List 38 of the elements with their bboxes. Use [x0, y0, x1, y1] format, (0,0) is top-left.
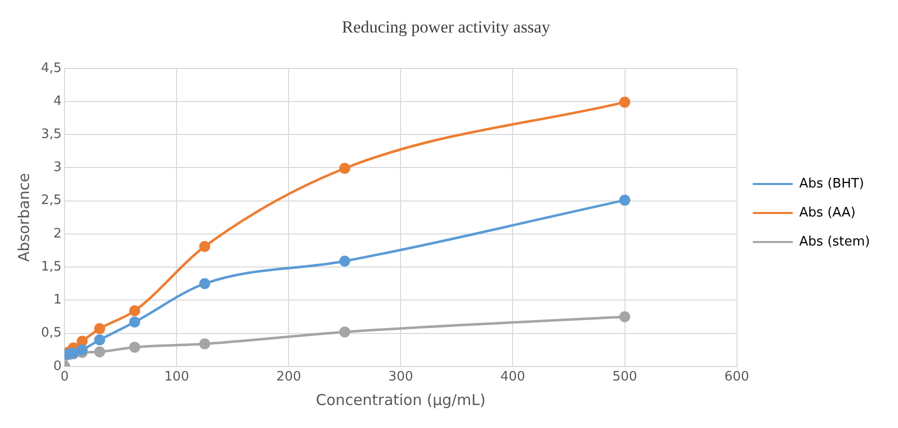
- point: [199, 278, 210, 290]
- legend-label: Abs (AA): [799, 205, 856, 220]
- y-tick-label: 1,5: [40, 259, 62, 274]
- point: [129, 305, 140, 316]
- point: [129, 342, 140, 353]
- point: [94, 346, 106, 358]
- point: [339, 326, 350, 338]
- point: [129, 316, 140, 328]
- point: [339, 256, 350, 267]
- point: [619, 194, 630, 206]
- x-axis-title: Concentration (µg/mL): [316, 390, 486, 409]
- point: [199, 241, 210, 252]
- x-tick-label: 600: [724, 370, 750, 385]
- point: [339, 162, 350, 174]
- point: [76, 344, 88, 356]
- x-tick-label: 300: [388, 370, 414, 385]
- y-tick-label: 0: [53, 358, 62, 374]
- x-tick-label: 400: [500, 370, 526, 385]
- y-tick-label: 3,5: [40, 126, 62, 142]
- y-tick-label: 2,5: [40, 193, 62, 208]
- y-tick-label: 2: [53, 226, 62, 242]
- x-tick-label: 500: [612, 370, 638, 385]
- y-tick-label: 4: [53, 94, 62, 109]
- point: [94, 323, 106, 334]
- point: [619, 96, 630, 108]
- y-axis-title: Absorbance: [14, 173, 33, 262]
- x-tick-label: 200: [276, 370, 302, 385]
- y-tick-label: 3: [53, 160, 62, 176]
- point: [199, 338, 210, 350]
- y-tick-label: 1: [53, 292, 62, 308]
- legend-label: Abs (BHT): [799, 176, 864, 192]
- x-tick-label: 100: [164, 370, 190, 385]
- y-tick-label: 4,5: [40, 60, 62, 76]
- point: [619, 311, 630, 322]
- point: [94, 334, 106, 346]
- legend-label: Abs (stem): [799, 234, 870, 250]
- y-tick-label: 0,5: [40, 326, 62, 341]
- chart-title: Reducing power activity assay: [342, 18, 551, 37]
